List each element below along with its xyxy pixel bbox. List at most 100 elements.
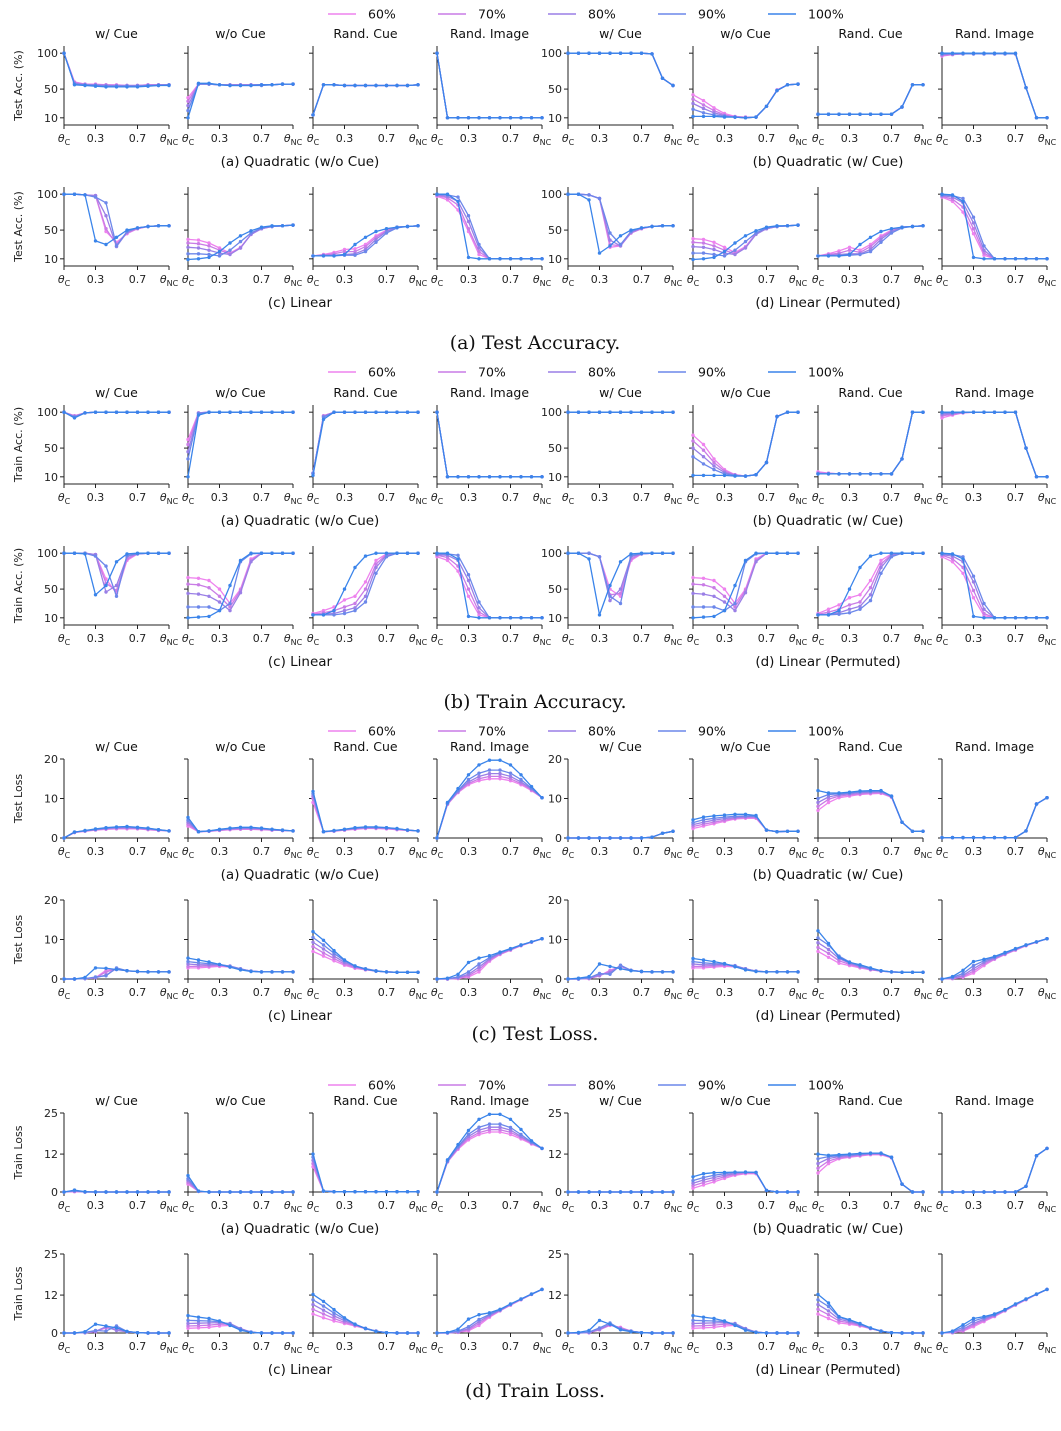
- data-point: [280, 970, 285, 974]
- data-point: [416, 224, 420, 228]
- data-point: [259, 225, 264, 229]
- y-tick-label: 12: [548, 1148, 562, 1161]
- data-point: [416, 410, 420, 414]
- data-point: [114, 244, 119, 248]
- data-point: [83, 828, 87, 833]
- data-point: [826, 1159, 831, 1163]
- data-point: [940, 1190, 944, 1194]
- data-point: [321, 83, 326, 87]
- x-tick-label: 0.3: [87, 491, 105, 504]
- data-point: [712, 464, 716, 468]
- data-point: [456, 199, 460, 204]
- x-tick-label: θNC: [533, 273, 552, 288]
- data-point: [712, 106, 716, 110]
- x-tick-label: 0.7: [502, 845, 520, 858]
- series-line-100pct: [818, 84, 923, 115]
- x-tick-label: θNC: [914, 986, 933, 1001]
- data-point: [660, 970, 665, 974]
- data-point: [608, 964, 612, 969]
- data-point: [466, 116, 471, 120]
- data-point: [1003, 1190, 1007, 1194]
- series-line-90pct: [187, 411, 293, 460]
- data-point: [249, 229, 253, 233]
- data-point: [1013, 1302, 1018, 1306]
- x-tick-label: 0.7: [1007, 986, 1025, 999]
- data-point: [701, 1175, 706, 1180]
- data-point: [342, 1190, 347, 1194]
- data-point: [837, 791, 841, 795]
- subplot-title: w/ Cue: [95, 739, 138, 754]
- x-tick-label: 0.7: [378, 845, 396, 858]
- data-point: [858, 252, 862, 257]
- series-line-60pct: [436, 53, 542, 119]
- x-tick-label: 0.7: [758, 632, 776, 645]
- x-tick-label: θNC: [533, 1199, 552, 1214]
- data-point: [487, 1128, 492, 1132]
- y-tick-label: 100: [541, 188, 562, 201]
- data-point: [186, 108, 190, 113]
- x-tick-label: 0.3: [965, 273, 983, 286]
- data-point: [733, 601, 737, 606]
- data-point: [332, 1319, 336, 1323]
- series-line-100pct: [942, 411, 1047, 478]
- data-point: [104, 85, 108, 89]
- x-tick-label: θNC: [284, 273, 303, 288]
- data-point: [837, 1153, 841, 1157]
- x-tick-label: 0.3: [716, 273, 734, 286]
- x-tick-label: θC: [936, 491, 949, 506]
- y-tick-label: 10: [44, 793, 58, 806]
- data-point: [62, 410, 66, 414]
- data-point: [618, 234, 623, 238]
- data-point: [712, 467, 716, 472]
- data-point: [186, 1318, 190, 1323]
- data-point: [971, 574, 976, 578]
- data-point: [466, 972, 471, 976]
- x-tick-label: 0.3: [211, 491, 229, 504]
- data-point: [743, 968, 748, 972]
- data-point: [796, 1331, 800, 1335]
- x-tick-label: θC: [431, 632, 444, 647]
- y-tick-label: 25: [548, 1107, 562, 1120]
- data-point: [104, 201, 108, 205]
- x-tick-label: 0.7: [129, 632, 147, 645]
- series-line-100pct: [941, 1288, 1048, 1334]
- x-tick-label: θNC: [160, 273, 179, 288]
- x-tick-label: θNC: [1038, 632, 1057, 647]
- subplot-title: Rand. Image: [450, 26, 529, 41]
- x-tick-label: θC: [307, 1199, 320, 1214]
- series-line-80pct: [312, 552, 418, 616]
- data-point: [701, 462, 706, 466]
- data-point: [629, 1330, 633, 1334]
- data-point: [868, 1151, 873, 1155]
- x-tick-label: 0.7: [253, 986, 271, 999]
- data-point: [701, 1172, 706, 1176]
- series-line-90pct: [818, 84, 923, 115]
- data-point: [519, 1127, 523, 1132]
- data-point: [186, 103, 190, 108]
- legend-label: 70%: [478, 365, 506, 380]
- x-tick-label: θC: [687, 632, 700, 647]
- data-point: [950, 1190, 955, 1194]
- subplot-title: Rand. Cue: [333, 26, 398, 41]
- row-caption: (a) Quadratic (w/o Cue): [221, 513, 380, 529]
- legend-label: 80%: [588, 724, 616, 739]
- data-point: [217, 608, 222, 613]
- x-tick-label: 0.3: [716, 491, 734, 504]
- data-point: [754, 1170, 758, 1175]
- data-point: [477, 252, 481, 257]
- data-point: [660, 551, 665, 555]
- data-point: [238, 825, 243, 829]
- data-point: [712, 1173, 716, 1178]
- subplot: θC 0.3 0.7 θNC: [182, 187, 303, 288]
- data-point: [363, 83, 368, 88]
- x-tick-label: θC: [562, 1340, 575, 1355]
- data-point: [498, 777, 502, 781]
- legend-label: 60%: [368, 365, 396, 380]
- data-point: [186, 815, 190, 820]
- data-point: [353, 242, 357, 247]
- data-point: [608, 598, 612, 603]
